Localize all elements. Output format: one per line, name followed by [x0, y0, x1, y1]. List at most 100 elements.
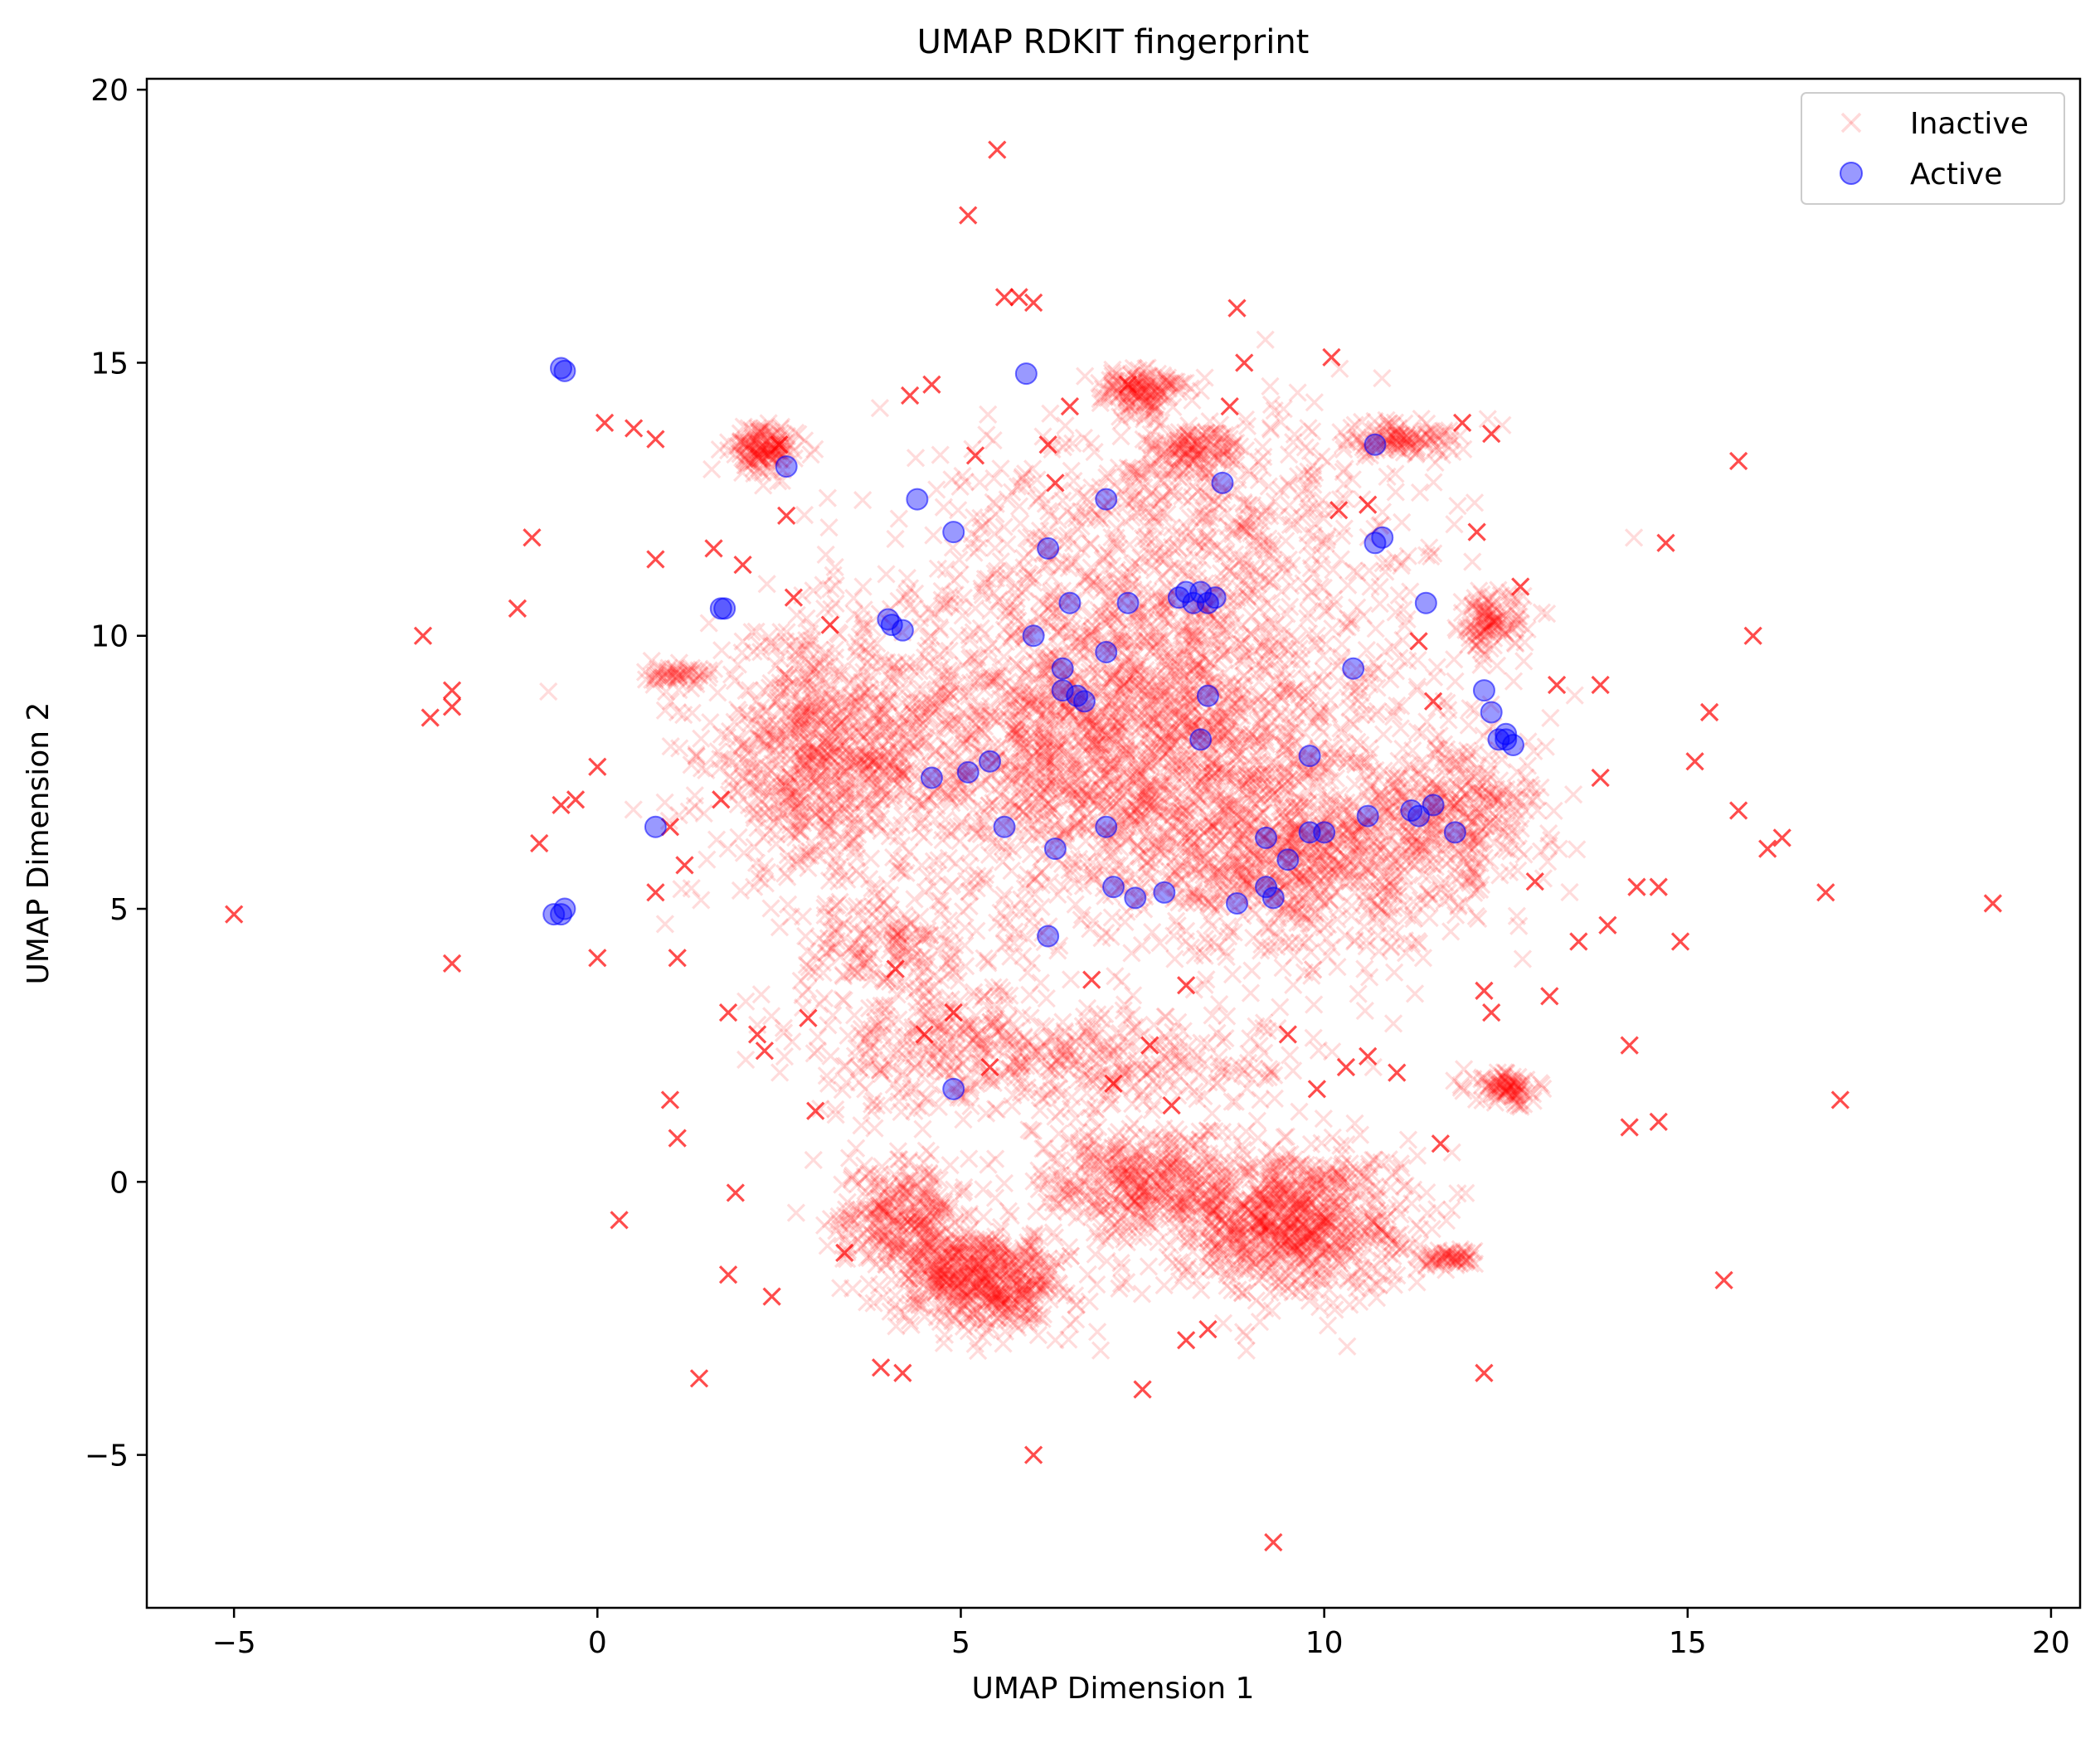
inactive-point — [1164, 690, 1184, 710]
inactive-point — [1182, 847, 1201, 867]
inactive-point — [1156, 671, 1175, 691]
inactive-point — [1120, 613, 1140, 632]
inactive-point — [889, 765, 908, 784]
inactive-point — [853, 761, 872, 780]
inactive-point — [1261, 598, 1281, 617]
inactive-point — [866, 750, 885, 769]
inactive-point — [1203, 766, 1223, 785]
inactive-point — [1004, 720, 1023, 740]
inactive-point — [1169, 813, 1189, 832]
inactive-point — [1034, 741, 1053, 761]
inactive-point — [1215, 769, 1234, 788]
inactive-point — [1151, 732, 1170, 751]
inactive-point — [1284, 862, 1303, 881]
inactive-point — [1149, 802, 1169, 821]
inactive-point — [1332, 648, 1351, 667]
inactive-point — [1217, 726, 1236, 745]
inactive-point — [1211, 747, 1230, 767]
inactive-point — [1216, 724, 1236, 743]
inactive-point — [947, 675, 967, 694]
inactive-point — [1238, 770, 1258, 790]
inactive-point — [1298, 609, 1317, 628]
inactive-point — [942, 720, 961, 739]
inactive-point — [1090, 769, 1109, 789]
inactive-point — [1077, 785, 1097, 805]
inactive-point — [813, 766, 832, 785]
inactive-point — [1181, 607, 1200, 626]
inactive-point — [1365, 806, 1384, 826]
inactive-point — [1507, 827, 1526, 846]
inactive-point — [970, 702, 989, 721]
inactive-point — [1122, 740, 1141, 760]
inactive-point — [1180, 818, 1199, 837]
inactive-point — [949, 772, 969, 791]
inactive-point — [1309, 739, 1329, 759]
inactive-point — [1125, 681, 1144, 700]
inactive-point — [1026, 759, 1046, 778]
inactive-point — [1156, 667, 1175, 686]
inactive-point — [903, 801, 923, 820]
inactive-point — [1161, 725, 1180, 744]
inactive-point — [861, 635, 880, 655]
inactive-point — [931, 681, 950, 700]
inactive-point — [1074, 731, 1093, 751]
inactive-point — [970, 705, 990, 725]
inactive-point — [1198, 515, 1217, 534]
inactive-point — [1300, 793, 1319, 812]
inactive-point — [1354, 762, 1373, 781]
inactive-point — [1199, 818, 1218, 837]
inactive-point — [864, 751, 883, 770]
inactive-point — [999, 774, 1018, 794]
inactive-point — [1232, 725, 1251, 744]
inactive-point — [1290, 685, 1309, 705]
inactive-point — [1219, 797, 1239, 817]
inactive-point — [1010, 752, 1030, 772]
inactive-point — [1215, 710, 1235, 730]
inactive-point — [1017, 627, 1036, 646]
inactive-point — [1203, 736, 1222, 756]
inactive-point — [968, 867, 987, 886]
inactive-point — [897, 568, 916, 588]
inactive-point — [1116, 818, 1135, 837]
inactive-point — [1023, 816, 1042, 835]
inactive-point — [912, 693, 931, 712]
inactive-point — [1307, 707, 1326, 726]
inactive-point — [1223, 851, 1242, 871]
inactive-point — [1331, 719, 1350, 738]
inactive-point — [1047, 759, 1066, 778]
inactive-point — [987, 750, 1006, 770]
inactive-point — [819, 736, 839, 755]
inactive-point — [1100, 765, 1119, 785]
inactive-point — [1505, 790, 1524, 809]
inactive-point — [1025, 870, 1044, 889]
inactive-point — [989, 592, 1008, 611]
inactive-point — [902, 703, 922, 722]
inactive-point — [1220, 881, 1239, 900]
inactive-point — [912, 680, 932, 699]
inactive-point — [1059, 833, 1078, 852]
inactive-point — [1299, 604, 1318, 623]
inactive-point — [1125, 865, 1145, 884]
inactive-point — [853, 754, 873, 773]
inactive-point — [983, 634, 1002, 654]
inactive-point — [1315, 662, 1334, 682]
inactive-point — [1100, 661, 1119, 680]
inactive-point — [971, 824, 990, 844]
inactive-point — [960, 673, 980, 692]
inactive-point — [755, 721, 774, 740]
inactive-point — [1132, 810, 1151, 829]
inactive-point — [1028, 653, 1047, 672]
inactive-point — [1066, 632, 1085, 651]
inactive-point — [924, 852, 944, 871]
inactive-point — [1004, 769, 1023, 789]
inactive-point — [1251, 618, 1270, 637]
inactive-point — [1287, 631, 1307, 650]
inactive-point — [918, 790, 937, 809]
inactive-point — [761, 634, 780, 653]
inactive-point — [1173, 857, 1192, 876]
inactive-point — [1184, 721, 1203, 740]
inactive-point — [1311, 691, 1330, 710]
inactive-point — [1092, 572, 1111, 591]
inactive-point — [889, 934, 909, 953]
inactive-point — [1030, 785, 1049, 804]
